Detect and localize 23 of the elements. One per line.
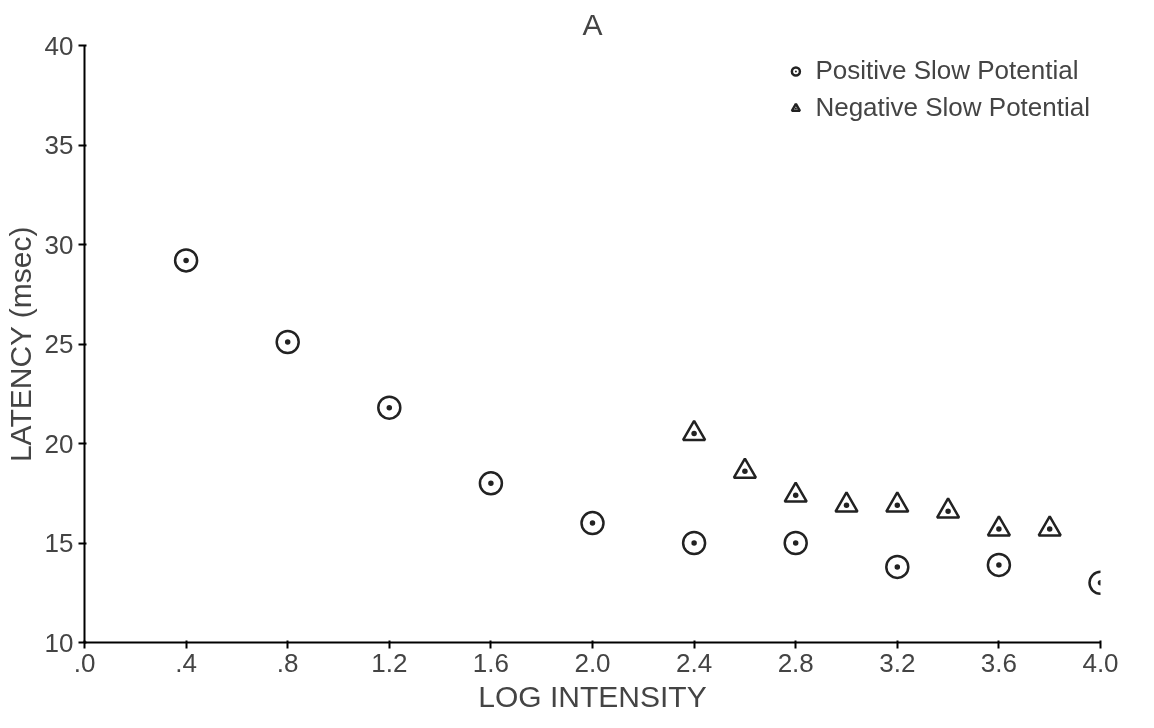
y-tick-label: 15 [44, 528, 74, 558]
y-tick-label: 30 [44, 229, 74, 260]
x-tick-label: 2.8 [777, 647, 814, 678]
y-tick-label: 35 [44, 130, 74, 160]
y-axis-title: LATENCY (msec) [3, 226, 37, 463]
y-tick-label: 10 [44, 627, 74, 658]
x-tick-label: .8 [276, 647, 299, 678]
x-tick-label: 1.2 [371, 647, 408, 678]
x-tick-label: 3.2 [879, 647, 916, 678]
y-tick-label: 40 [44, 30, 74, 61]
legend-label: Positive Slow Potential [815, 55, 1079, 86]
y-tick-label: 20 [44, 428, 74, 459]
x-tick-label: 2.4 [676, 647, 713, 678]
chart-title: A [582, 7, 603, 41]
x-tick-label: 3.6 [980, 647, 1017, 678]
x-axis-title: LOG INTENSITY [478, 679, 707, 713]
x-tick-label: 2.0 [574, 647, 611, 678]
x-tick-label: 4.0 [1082, 647, 1119, 678]
x-tick-label: .4 [175, 647, 197, 678]
y-tick-label: 25 [44, 329, 74, 359]
x-tick-label: .0 [73, 647, 96, 678]
legend-label: Negative Slow Potential [815, 92, 1090, 123]
x-tick-label: 1.6 [472, 647, 509, 678]
